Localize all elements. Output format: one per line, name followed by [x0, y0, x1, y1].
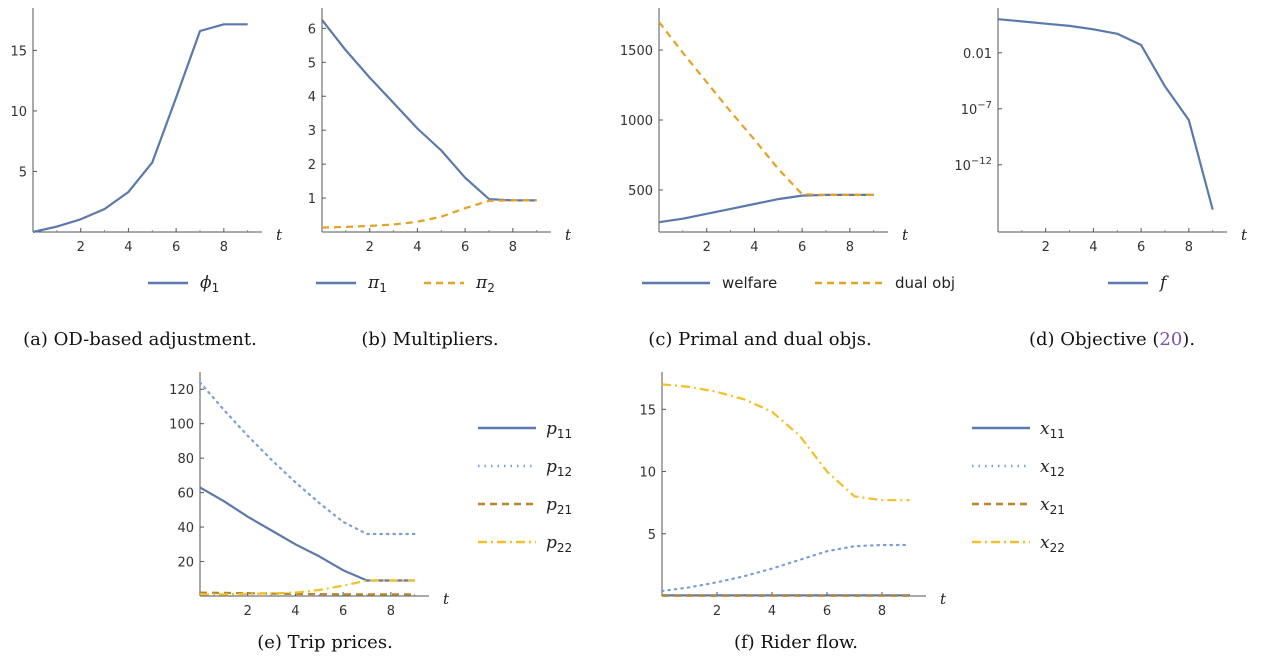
caption-e: (e) Trip prices. — [257, 632, 393, 653]
y-tick-label-d-2: 10−12 — [954, 156, 992, 174]
y-tick-label-f-0: 5 — [648, 528, 656, 543]
legend-a: ϕ1 — [148, 273, 219, 295]
x-tick-label-a-2: 6 — [172, 240, 180, 255]
legend-f: x11 x12 x21 x22 — [972, 419, 1065, 555]
x-tick-label-f-2: 6 — [823, 604, 831, 619]
y-tick-label-f-1: 10 — [639, 466, 656, 481]
x-tick-label-d-1: 4 — [1089, 240, 1097, 255]
series-line-b-π1 — [321, 19, 537, 202]
x-tick-label-c-0: 2 — [703, 240, 711, 255]
x-tick-label-c-1: 4 — [750, 240, 758, 255]
legend-label-e-3: p22 — [546, 533, 572, 555]
chart-panel-a: 2 4 6 8 5 10 15 t ϕ1 (a) OD-based adjustment. — [10, 8, 283, 350]
chart-panel-c: 2 4 6 8 500 1000 1500 t welfare dual obj (c) Prima… — [620, 8, 955, 350]
caption-f: (f) Rider flow. — [734, 632, 858, 653]
x-tick-label-f-0: 2 — [713, 604, 721, 619]
x-axis-label-a: t — [276, 226, 283, 244]
x-tick-label-e-0: 2 — [244, 604, 252, 619]
y-tick-label-b-5: 6 — [308, 22, 316, 37]
y-tick-label-d-0: 0.01 — [963, 47, 992, 62]
legend-label-f-0: x11 — [1040, 419, 1065, 441]
y-tick-label-c-2: 1500 — [620, 44, 653, 59]
y-tick-label-e-2: 60 — [177, 487, 194, 502]
legend-label-f-2: x21 — [1040, 495, 1065, 517]
legend-c: welfare dual obj — [642, 274, 955, 292]
chart-panel-b: 2 4 6 8 1 2 3 4 5 6 t π1 π2 (b) Multipliers. — [308, 8, 572, 350]
series-line-b-π2 — [321, 199, 537, 229]
y-tick-label-a-1: 10 — [10, 105, 27, 120]
series-line-f-x12 — [660, 543, 911, 593]
y-tick-label-e-3: 80 — [177, 452, 194, 467]
caption-b: (b) Multipliers. — [361, 329, 498, 350]
legend-b: π1 π2 — [316, 273, 495, 295]
series-line-f-x22 — [661, 383, 910, 502]
x-axis-label-f: t — [940, 590, 947, 608]
legend-label-d-0: f — [1158, 273, 1169, 293]
y-tick-label-b-2: 3 — [308, 124, 316, 139]
x-tick-label-e-3: 8 — [387, 604, 395, 619]
legend-d: f — [1108, 273, 1169, 293]
series-line-d-f — [997, 18, 1214, 210]
y-tick-label-e-0: 20 — [177, 556, 194, 571]
legend-label-c-0: welfare — [722, 274, 777, 292]
legend-label-a-0: ϕ1 — [200, 273, 219, 295]
caption-c: (c) Primal and dual objs. — [648, 329, 871, 350]
x-tick-label-c-3: 8 — [846, 240, 854, 255]
x-axis-label-d: t — [1241, 226, 1248, 244]
x-tick-label-a-1: 4 — [124, 240, 132, 255]
x-tick-label-b-1: 4 — [413, 240, 421, 255]
caption-a: (a) OD-based adjustment. — [23, 329, 257, 350]
y-tick-label-b-3: 4 — [308, 90, 316, 105]
y-tick-label-a-2: 15 — [10, 44, 27, 59]
y-tick-label-d-1: 10−7 — [961, 100, 992, 118]
y-tick-label-f-2: 15 — [639, 403, 656, 418]
y-tick-label-b-0: 1 — [308, 192, 316, 207]
x-tick-label-d-2: 6 — [1137, 240, 1145, 255]
legend-label-c-1: dual obj — [895, 274, 955, 292]
legend-label-b-0: π1 — [367, 273, 387, 295]
x-tick-label-e-1: 4 — [291, 604, 299, 619]
series-line-e-p12 — [198, 381, 416, 536]
y-tick-label-e-4: 100 — [169, 418, 194, 433]
caption-ref-link: 20 — [1159, 329, 1182, 350]
x-tick-label-a-0: 2 — [77, 240, 85, 255]
chart-panel-e: 2 4 6 8 20 40 60 80 100 120 t p11 p12 p21 p22 (e) Trip … — [169, 372, 572, 653]
y-tick-label-e-1: 40 — [177, 521, 194, 536]
x-tick-label-a-3: 8 — [220, 240, 228, 255]
y-tick-label-b-1: 2 — [308, 158, 316, 173]
legend-label-e-2: p21 — [546, 495, 572, 517]
x-tick-label-d-0: 2 — [1042, 240, 1050, 255]
x-tick-label-b-0: 2 — [366, 240, 374, 255]
x-tick-label-b-3: 8 — [509, 240, 517, 255]
legend-label-e-0: p11 — [546, 419, 572, 441]
chart-panel-f: 2 4 6 8 5 10 15 t x11 x12 x21 x22 (f) Rider flow. — [639, 372, 1065, 653]
y-tick-label-c-1: 1000 — [620, 114, 653, 129]
y-tick-label-b-4: 5 — [308, 56, 316, 71]
x-tick-label-c-2: 6 — [798, 240, 806, 255]
y-tick-label-c-0: 500 — [628, 184, 653, 199]
series-line-e-p22 — [200, 579, 415, 596]
x-tick-label-d-3: 8 — [1185, 240, 1193, 255]
x-tick-label-f-3: 8 — [878, 604, 886, 619]
y-tick-label-a-0: 5 — [19, 165, 27, 180]
series-line-a-ϕ1 — [32, 23, 248, 234]
legend-label-b-1: π2 — [475, 273, 495, 295]
x-axis-label-b: t — [565, 226, 572, 244]
x-tick-label-e-2: 6 — [339, 604, 347, 619]
series-line-e-p11 — [199, 486, 415, 582]
y-tick-label-e-5: 120 — [169, 383, 194, 398]
x-tick-label-f-1: 4 — [768, 604, 776, 619]
chart-panel-d: 2 4 6 8 0.01 10−7 10−12 t f (d) Objective (20). — [954, 8, 1248, 350]
series-line-c-dual-obj — [658, 21, 874, 196]
x-axis-label-c: t — [902, 226, 909, 244]
x-tick-label-b-2: 6 — [461, 240, 469, 255]
series-line-c-welfare — [658, 193, 874, 224]
legend-label-e-1: p12 — [546, 457, 572, 479]
legend-label-f-1: x12 — [1040, 457, 1065, 479]
legend-label-f-3: x22 — [1040, 533, 1065, 555]
legend-e: p11 p12 p21 p22 — [478, 419, 572, 555]
caption-d: (d) Objective (20). — [1029, 329, 1195, 350]
x-axis-label-e: t — [443, 590, 450, 608]
